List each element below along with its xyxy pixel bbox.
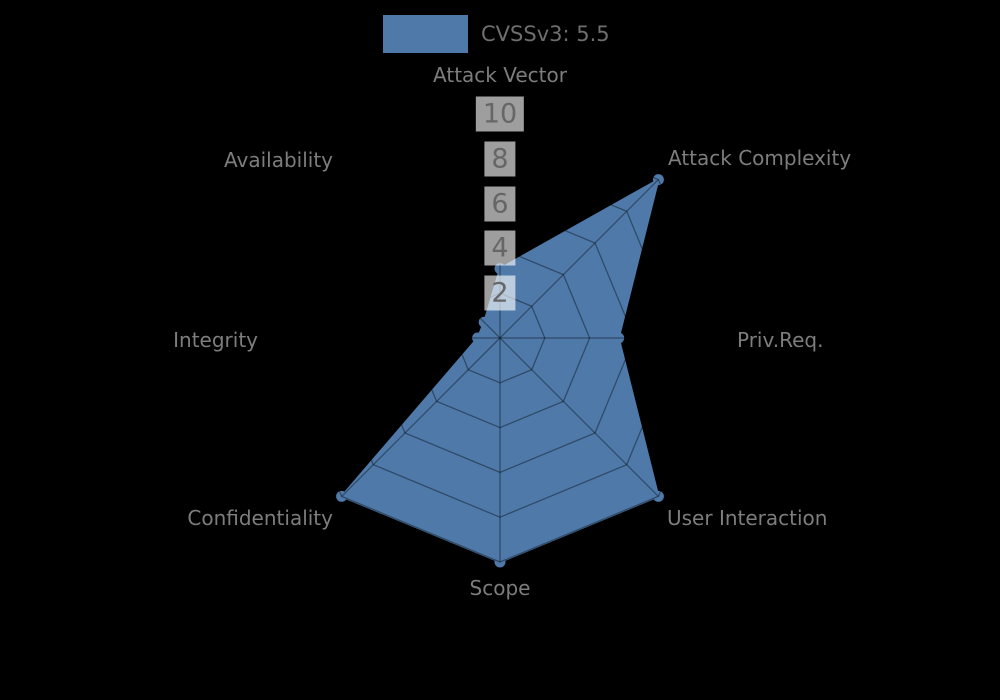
grid-ring-6 (364, 202, 636, 474)
radial-tick-label-2: 2 (484, 275, 516, 311)
grid-spoke-3 (499, 337, 659, 497)
data-point-marker-7 (478, 316, 490, 328)
data-point-marker-6 (472, 332, 484, 344)
radial-tick-label-10: 10 (475, 96, 525, 132)
axis-label-scope: Scope (469, 576, 531, 600)
grid-spoke-7 (341, 179, 501, 339)
legend: CVSSv3: 5.5 (383, 15, 610, 53)
legend-color-swatch (383, 15, 468, 53)
axis-label-attack-vector: Attack Vector (433, 63, 567, 87)
axis-label-attack-complexity: Attack Complexity (668, 146, 852, 170)
grid-ring-8 (320, 158, 680, 518)
axis-label-confidentiality: Confidentiality (187, 506, 333, 530)
radial-tick-label-8: 8 (484, 141, 516, 177)
grid-ring-10 (275, 113, 725, 563)
data-point-marker-2 (613, 332, 625, 344)
grid-ring-4 (409, 247, 591, 429)
radial-tick-label-4: 4 (484, 230, 516, 266)
data-point-marker-5 (336, 490, 348, 502)
axis-label-user-interaction: User Interaction (667, 506, 828, 530)
radial-tick-label-6: 6 (484, 186, 516, 222)
grid-ring-2 (454, 292, 546, 384)
axis-label-priv-req: Priv.Req. (737, 328, 824, 352)
grid-spoke-5 (341, 337, 501, 497)
grid-spoke-1 (499, 179, 659, 339)
legend-label: CVSSv3: 5.5 (481, 22, 610, 46)
data-point-marker-1 (652, 174, 664, 186)
axis-label-integrity: Integrity (173, 328, 258, 352)
axis-label-availability: Availability (223, 148, 333, 172)
data-point-marker-4 (494, 556, 506, 568)
data-point-marker-3 (652, 490, 664, 502)
